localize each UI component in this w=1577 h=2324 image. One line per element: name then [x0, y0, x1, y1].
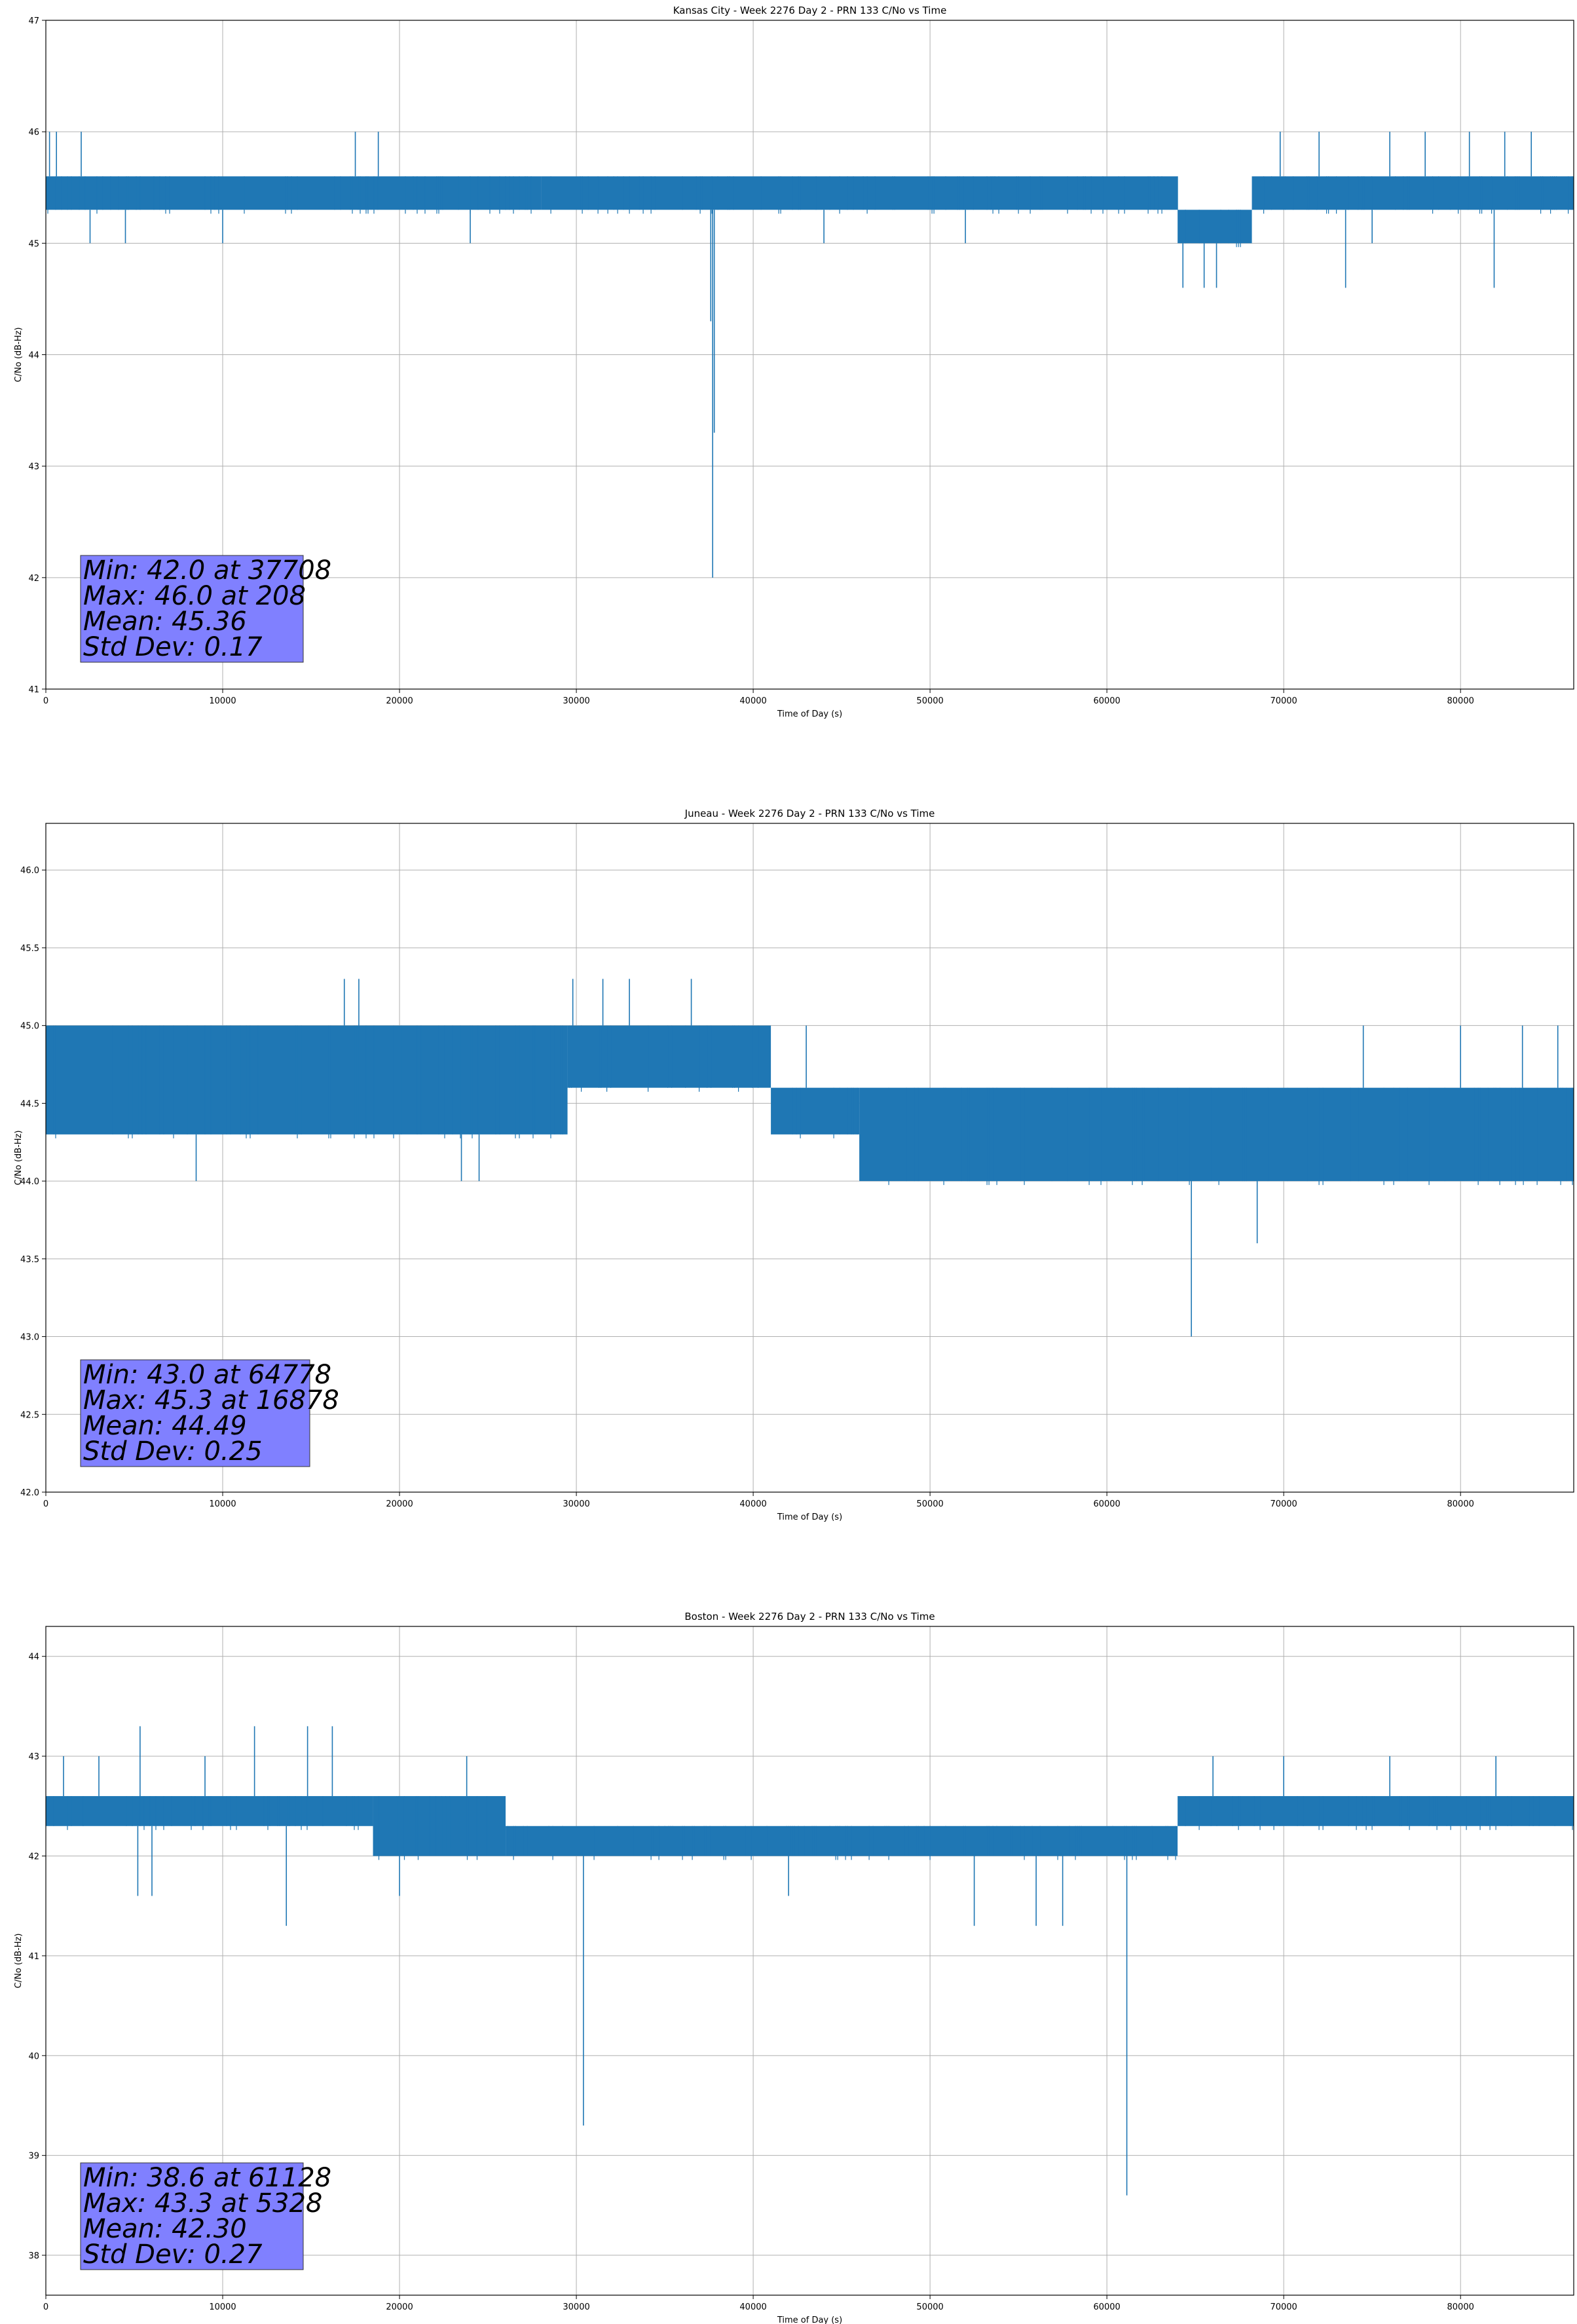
series-line	[46, 132, 1574, 578]
series-line	[46, 979, 1574, 1337]
x-tick-label: 30000	[563, 2302, 589, 2312]
y-tick-label: 46	[28, 128, 39, 138]
x-tick-label: 70000	[1270, 696, 1297, 706]
x-tick-label: 60000	[1093, 2302, 1120, 2312]
stats-mean: Mean: 45.36	[83, 607, 247, 637]
chart-panel-0: 0 10000 20000 30000 40000 50000 60000 70000 8000…	[14, 5, 1574, 719]
x-tick-label: 20000	[386, 2302, 413, 2312]
y-tick-label: 38	[28, 2251, 39, 2261]
y-tick-label: 44	[28, 1653, 39, 1662]
x-tick-label: 10000	[209, 696, 236, 706]
series-jitter	[53, 1796, 1573, 1860]
x-tick-label: 50000	[916, 696, 943, 706]
series-band	[46, 1796, 373, 1826]
y-tick-label: 45	[28, 239, 39, 249]
x-tick-label: 20000	[386, 696, 413, 706]
x-tick-label: 50000	[916, 2302, 943, 2312]
y-tick-label: 41	[28, 685, 39, 695]
x-tick-label: 10000	[209, 1499, 236, 1509]
x-tick-label: 40000	[739, 696, 766, 706]
series-band	[567, 1025, 771, 1088]
series-line	[46, 1726, 1574, 2196]
y-tick-label: 44.5	[20, 1099, 39, 1109]
x-tick-label: 10000	[209, 2302, 236, 2312]
x-tick-label: 0	[43, 2302, 48, 2312]
x-tick-label: 40000	[739, 2302, 766, 2312]
y-tick-label: 42	[28, 574, 39, 584]
x-tick-label: 80000	[1447, 696, 1474, 706]
y-tick-label: 39	[28, 2152, 39, 2162]
y-tick-label: 45.0	[20, 1022, 39, 1032]
x-tick-label: 30000	[563, 696, 589, 706]
x-tick-label: 80000	[1447, 1499, 1474, 1509]
series-band	[1178, 1796, 1574, 1826]
y-tick-label: 42.5	[20, 1410, 39, 1420]
stats-min: Min: 42.0 at 37708	[83, 555, 331, 586]
x-tick-label: 70000	[1270, 1499, 1297, 1509]
y-tick-label: 43	[28, 1752, 39, 1762]
x-tick-label: 80000	[1447, 2302, 1474, 2312]
chart-panel-2: 0 10000 20000 30000 40000 50000 60000 70000 8000…	[14, 1611, 1574, 2324]
stats-max: Max: 43.3 at 5328	[83, 2188, 322, 2219]
stats-mean: Mean: 44.49	[83, 1411, 247, 1441]
series-band	[373, 1796, 506, 1856]
y-axis-label: C/No (dB-Hz)	[14, 1131, 24, 1186]
stats-mean: Mean: 42.30	[83, 2214, 247, 2244]
stats-max: Max: 46.0 at 208	[83, 581, 306, 611]
axes-frame	[45, 1626, 1574, 2296]
chart-title: Kansas City - Week 2276 Day 2 - PRN 133 …	[673, 5, 947, 16]
series-band	[46, 1025, 568, 1134]
x-axis-label: Time of Day (s)	[777, 2315, 842, 2324]
series-band	[771, 1087, 860, 1134]
series-band	[46, 176, 542, 210]
stats-min: Min: 38.6 at 61128	[83, 2163, 331, 2193]
series-band	[1252, 176, 1574, 210]
series-jitter	[47, 1025, 1573, 1186]
stats-box	[80, 1359, 310, 1467]
y-axis-label: C/No (dB-Hz)	[14, 328, 24, 383]
x-tick-label: 30000	[563, 1499, 589, 1509]
y-tick-label: 42.0	[20, 1488, 39, 1498]
x-tick-label: 60000	[1093, 696, 1120, 706]
y-tick-label: 43.5	[20, 1255, 39, 1265]
y-tick-label: 40	[28, 2052, 39, 2061]
stats-std: Std Dev: 0.17	[83, 632, 263, 662]
y-tick-label: 47	[28, 16, 39, 26]
y-tick-label: 41	[28, 1952, 39, 1962]
axes-frame	[45, 823, 1574, 1493]
stats-max: Max: 45.3 at 16878	[83, 1385, 339, 1415]
y-tick-label: 46.0	[20, 866, 39, 876]
y-tick-label: 42	[28, 1852, 39, 1862]
y-tick-label: 44.0	[20, 1177, 39, 1187]
x-tick-label: 60000	[1093, 1499, 1120, 1509]
stats-box	[80, 2162, 304, 2270]
stats-std: Std Dev: 0.25	[83, 1436, 263, 1467]
chart-title: Juneau - Week 2276 Day 2 - PRN 133 C/No …	[684, 808, 935, 819]
y-tick-label: 44	[28, 351, 39, 361]
stats-min: Min: 43.0 at 64778	[83, 1360, 331, 1390]
x-tick-label: 0	[43, 696, 48, 706]
x-tick-label: 0	[43, 1499, 48, 1509]
y-axis-label: C/No (dB-Hz)	[14, 1934, 24, 1989]
series-band	[541, 176, 1178, 210]
series-band	[859, 1087, 1574, 1182]
x-tick-label: 20000	[386, 1499, 413, 1509]
series-band	[1178, 210, 1252, 244]
series-jitter	[47, 176, 1573, 248]
series-band	[506, 1826, 1178, 1856]
stats-std: Std Dev: 0.27	[83, 2240, 263, 2270]
x-axis-label: Time of Day (s)	[777, 1512, 842, 1522]
x-tick-label: 50000	[916, 1499, 943, 1509]
x-tick-label: 40000	[739, 1499, 766, 1509]
x-axis-label: Time of Day (s)	[777, 709, 842, 719]
x-tick-label: 70000	[1270, 2302, 1297, 2312]
y-tick-label: 43.0	[20, 1333, 39, 1343]
stats-box	[80, 555, 304, 663]
y-tick-label: 45.5	[20, 944, 39, 954]
chart-panel-1: 0 10000 20000 30000 40000 50000 60000 70000 8000…	[14, 808, 1574, 1522]
chart-title: Boston - Week 2276 Day 2 - PRN 133 C/No …	[684, 1611, 935, 1622]
y-tick-label: 43	[28, 462, 39, 472]
